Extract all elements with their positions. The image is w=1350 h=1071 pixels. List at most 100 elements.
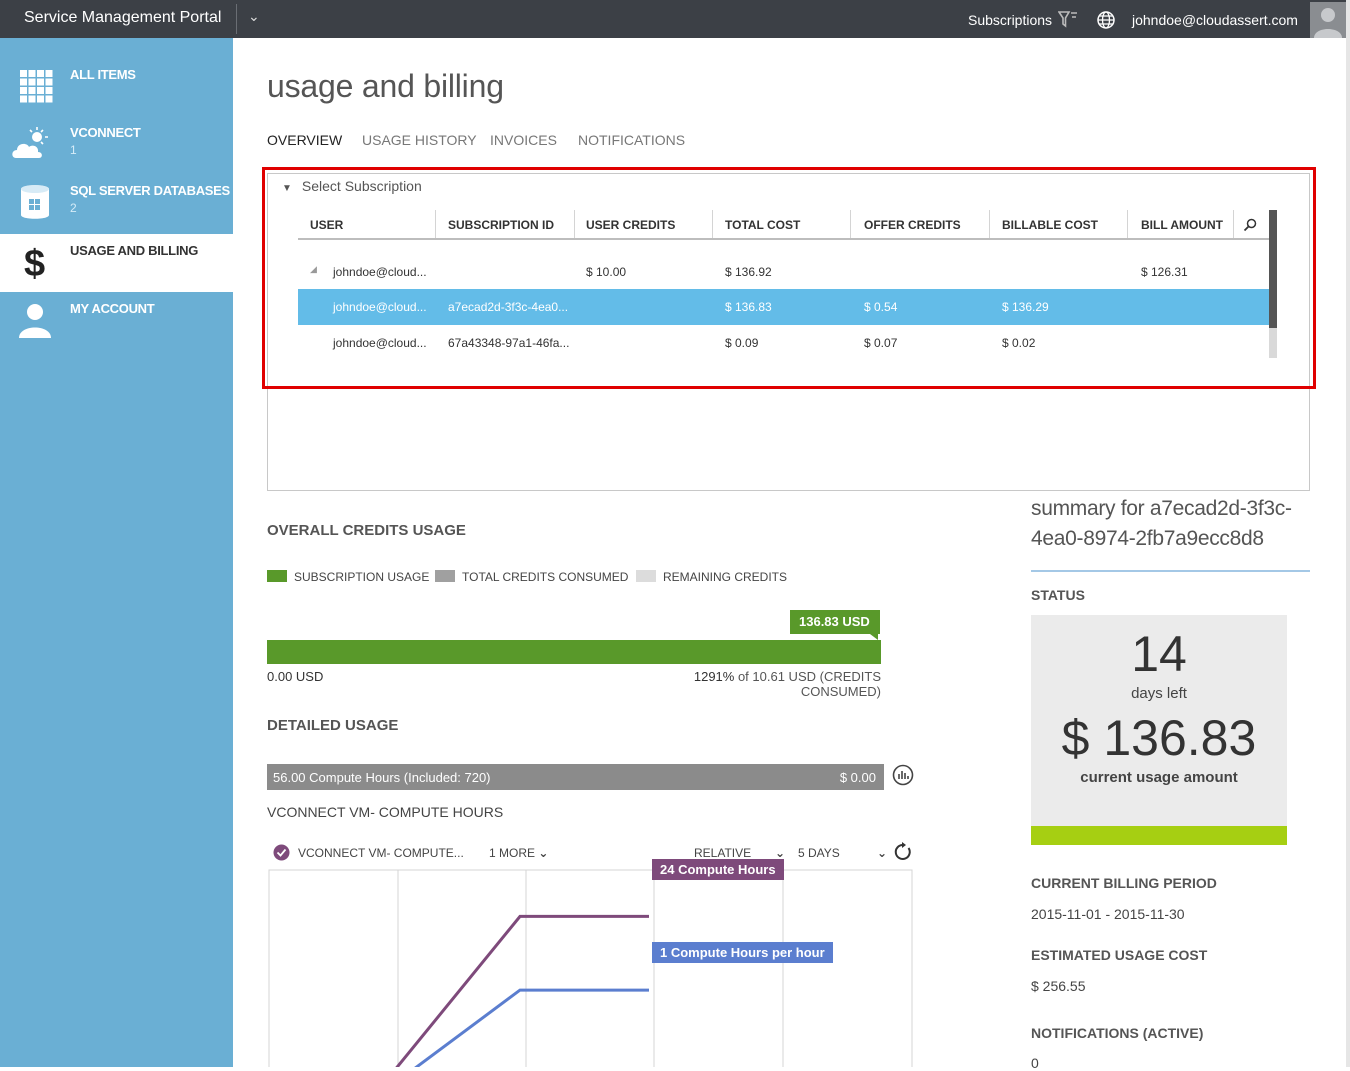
legend-swatch: [636, 570, 656, 582]
sidebar-item-label: MY ACCOUNT: [70, 301, 155, 316]
cell-subscription-id: a7ecad2d-3f3c-4ea0...: [448, 300, 569, 314]
legend-swatch: [435, 570, 455, 582]
series-selector[interactable]: VCONNECT VM- COMPUTE...: [298, 846, 464, 860]
chevron-down-icon[interactable]: ⌄: [775, 846, 786, 860]
sidebar-item-label: USAGE AND BILLING: [70, 243, 199, 258]
portal-title[interactable]: Service Management Portal: [24, 9, 222, 26]
person-icon: [19, 304, 51, 338]
select-subscription-toggle[interactable]: ▼ Select Subscription: [282, 178, 422, 194]
estimated-cost-value: $ 256.55: [1031, 978, 1086, 994]
tab-usage-history[interactable]: USAGE HISTORY: [362, 132, 477, 148]
topbar-divider: [236, 4, 237, 34]
column-divider: [989, 210, 990, 238]
user-email-menu[interactable]: johndoe@cloudassert.com: [1132, 12, 1298, 28]
column-header-user-credits[interactable]: USER CREDITS: [586, 218, 676, 232]
relative-label: RELATIVE: [694, 846, 752, 860]
dollar-icon: $: [24, 243, 45, 282]
usage-max-label: 1291% of 10.61 USD (CREDITS CONSUMED): [611, 669, 881, 699]
cell-bill-amount: $ 126.31: [1141, 265, 1188, 279]
cell-total-cost: $ 0.09: [725, 336, 759, 350]
cell-user: johndoe@cloud...: [333, 265, 427, 279]
column-header-billable-cost[interactable]: BILLABLE COST: [1002, 218, 1098, 232]
sidebar-item-all-items[interactable]: ALL ITEMS: [0, 58, 233, 116]
detail-usage-bar[interactable]: 56.00 Compute Hours (Included: 720) $ 0.…: [267, 764, 884, 790]
days-label: 5 DAYS: [798, 846, 840, 860]
search-icon[interactable]: [1243, 218, 1257, 232]
refresh-icon[interactable]: [893, 842, 913, 862]
detailed-usage-title: DETAILED USAGE: [267, 717, 399, 734]
column-divider: [1233, 210, 1234, 238]
usage-min-label: 0.00 USD: [267, 669, 324, 684]
cell-offer-credits: $ 0.07: [864, 336, 898, 350]
subscription-panel: ▼ Select Subscription: [267, 173, 1310, 491]
chevron-down-icon[interactable]: ⌄: [877, 846, 888, 860]
column-header-subscription-id[interactable]: SUBSCRIPTION ID: [448, 218, 555, 232]
column-header-offer-credits[interactable]: OFFER CREDITS: [864, 218, 961, 232]
usage-line-chart: [268, 869, 913, 1067]
notifications-value: 0: [1031, 1055, 1039, 1071]
top-bar: Service Management Portal ⌄ Subscription…: [0, 0, 1346, 38]
sidebar: ALL ITEMS VCONNECT 1 SQL SERVER DATABASE…: [0, 38, 233, 1067]
table-row[interactable]: johndoe@cloud... 67a43348-97a1-46fa... $…: [298, 325, 1270, 361]
sidebar-item-label: ALL ITEMS: [70, 67, 136, 82]
sidebar-item-vconnect[interactable]: VCONNECT 1: [0, 116, 233, 174]
detail-bar-amount: $ 0.00: [839, 770, 876, 785]
summary-divider: [1031, 570, 1310, 572]
sidebar-item-label: SQL SERVER DATABASES: [70, 183, 230, 198]
days-left-value: 14: [1131, 626, 1187, 682]
tab-notifications[interactable]: NOTIFICATIONS: [578, 132, 686, 148]
subscriptions-link[interactable]: Subscriptions: [968, 12, 1053, 28]
column-header-bill-amount[interactable]: BILL AMOUNT: [1141, 218, 1223, 232]
summary-title: summary for a7ecad2d-3f3c-4ea0-8974-2fb7…: [1031, 497, 1292, 550]
days-left-label: days left: [1131, 685, 1187, 702]
page-title: usage and billing: [267, 68, 504, 104]
column-header-user[interactable]: USER: [310, 218, 344, 232]
sidebar-item-usage-and-billing[interactable]: $ USAGE AND BILLING: [0, 234, 233, 292]
sidebar-item-my-account[interactable]: MY ACCOUNT: [0, 292, 233, 350]
days-dropdown[interactable]: 5 DAYS: [798, 846, 840, 860]
column-divider: [1127, 210, 1128, 238]
usage-tag-pointer: [870, 634, 878, 640]
callout-compute-hours: 24 Compute Hours: [652, 859, 784, 880]
cell-total-cost: $ 136.92: [725, 265, 772, 279]
column-header-total-cost[interactable]: TOTAL COST: [725, 218, 801, 232]
legend-subscription-usage: SUBSCRIPTION USAGE: [267, 570, 429, 584]
series-line-2: [414, 988, 649, 1067]
expand-triangle-icon[interactable]: ◢: [310, 264, 317, 274]
series-line-1: [395, 914, 649, 1067]
table-row-selected[interactable]: johndoe@cloud... a7ecad2d-3f3c-4ea0... $…: [298, 289, 1270, 325]
grid-scrollbar-thumb[interactable]: [1269, 210, 1277, 328]
highlight-box: [262, 167, 1316, 389]
legend-label: REMAINING CREDITS: [663, 570, 788, 584]
tab-invoices[interactable]: INVOICES: [490, 132, 557, 148]
sidebar-item-sql-server-databases[interactable]: SQL SERVER DATABASES 2: [0, 174, 233, 232]
relative-dropdown[interactable]: RELATIVE: [694, 846, 751, 860]
notifications-label: NOTIFICATIONS (ACTIVE): [1031, 1025, 1204, 1041]
cloud-sun-icon: [12, 127, 48, 158]
select-subscription-label: Select Subscription: [301, 178, 422, 194]
legend-label: SUBSCRIPTION USAGE: [294, 570, 430, 584]
cell-offer-credits: $ 0.54: [864, 300, 898, 314]
legend-swatch: [267, 570, 287, 582]
chevron-down-icon[interactable]: ⌄: [248, 8, 260, 24]
cell-subscription-id: 67a43348-97a1-46fa...: [448, 336, 570, 350]
billing-period-value: 2015-11-01 - 2015-11-30: [1031, 906, 1185, 922]
check-circle-icon[interactable]: [273, 844, 290, 861]
cell-total-cost: $ 136.83: [725, 300, 772, 314]
callout-compute-per-hour: 1 Compute Hours per hour: [652, 942, 833, 963]
usage-progress-bar: [267, 640, 881, 664]
globe-icon[interactable]: [1096, 10, 1116, 30]
column-divider: [435, 210, 436, 238]
bar-chart-icon[interactable]: [892, 764, 914, 786]
filter-icon[interactable]: [1058, 10, 1078, 28]
cell-billable-cost: $ 136.29: [1002, 300, 1049, 314]
avatar[interactable]: [1310, 2, 1346, 38]
usage-tag: 136.83 USD: [790, 610, 880, 634]
table-row[interactable]: ◢ johndoe@cloud... $ 10.00 $ 136.92 $ 12…: [298, 254, 1270, 290]
cell-user: johndoe@cloud...: [333, 300, 427, 314]
more-series-dropdown[interactable]: 1 MORE ⌄: [489, 846, 548, 860]
column-divider: [574, 210, 575, 238]
usage-max-rest: of 10.61 USD (CREDITS CONSUMED): [734, 669, 881, 699]
sidebar-item-count: 2: [70, 201, 77, 215]
tab-overview[interactable]: OVERVIEW: [267, 132, 343, 148]
